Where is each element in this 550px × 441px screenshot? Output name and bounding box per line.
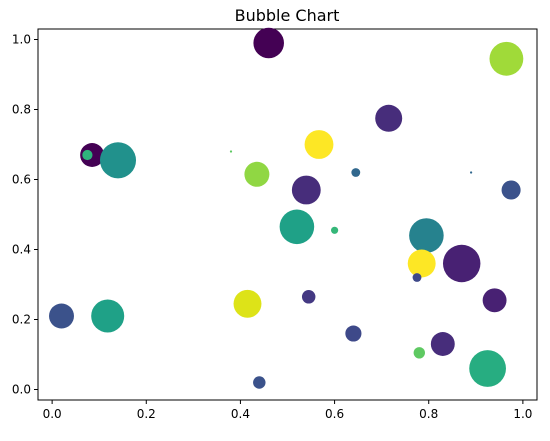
bubble-18 <box>412 273 422 282</box>
y-tick-label: 0.2 <box>12 313 31 327</box>
bubble-13 <box>279 209 315 245</box>
bubble-19 <box>49 303 74 329</box>
bubble-layer <box>49 27 524 389</box>
bubble-5 <box>82 149 93 161</box>
bubble-2 <box>375 104 403 132</box>
plot-area <box>37 28 538 401</box>
bubble-23 <box>482 288 507 313</box>
x-tick-label: 1.0 <box>513 407 532 421</box>
bubble-12 <box>501 180 521 200</box>
bubble-22 <box>301 290 316 304</box>
bubble-11 <box>291 175 321 205</box>
y-tick-label: 0.0 <box>12 383 31 397</box>
bubble-6 <box>99 142 137 179</box>
y-tick-label: 1.0 <box>12 33 31 47</box>
bubble-8 <box>244 161 270 187</box>
x-tick-label: 0.6 <box>325 407 344 421</box>
y-tick-label: 0.8 <box>12 103 31 117</box>
bubble-26 <box>413 347 425 359</box>
bubble-21 <box>233 289 262 318</box>
bubble-7 <box>229 150 233 153</box>
x-tick-label: 0.4 <box>231 407 250 421</box>
y-tick-label: 0.4 <box>12 243 31 257</box>
bubble-20 <box>91 299 125 333</box>
bubble-15 <box>409 218 444 253</box>
bubble-0 <box>253 27 284 59</box>
y-axis: 0.0 0.2 0.4 0.6 0.8 1.0 <box>12 33 38 397</box>
bubble-25 <box>430 332 455 356</box>
bubble-9 <box>351 168 361 177</box>
bubble-1 <box>489 41 524 76</box>
bubble-28 <box>253 376 266 389</box>
bubble-27 <box>469 350 506 387</box>
bubble-14 <box>331 226 339 234</box>
bubble-16 <box>442 244 481 283</box>
x-tick-label: 0.2 <box>137 407 156 421</box>
bubble-17 <box>407 249 436 278</box>
y-tick-label: 0.6 <box>12 173 31 187</box>
bubble-3 <box>304 130 334 159</box>
bubble-10 <box>469 171 473 174</box>
x-tick-label: 0.0 <box>43 407 62 421</box>
bubble-24 <box>345 325 362 342</box>
x-axis: 0.0 0.2 0.4 0.6 0.8 1.0 <box>43 400 532 421</box>
x-tick-label: 0.8 <box>419 407 438 421</box>
chart-title: Bubble Chart <box>235 6 340 25</box>
